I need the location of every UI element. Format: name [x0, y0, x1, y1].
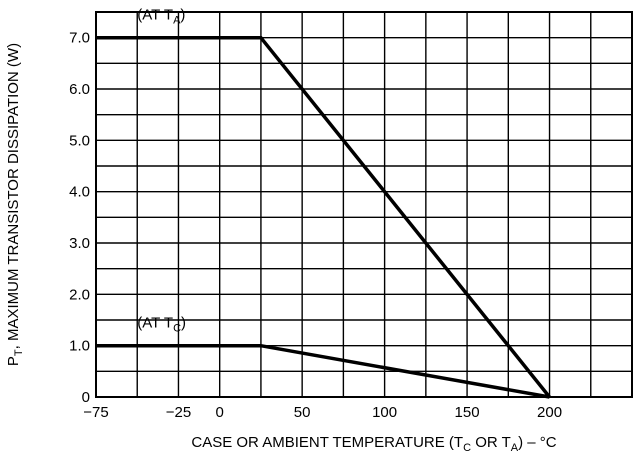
- y-tick-label: 2.0: [69, 286, 90, 303]
- annotation-text: (AT T: [137, 315, 173, 332]
- series-line-2: [96, 343, 550, 399]
- y-tick-label: 4.0: [69, 184, 90, 201]
- x-tick-label: 0: [216, 404, 224, 421]
- annotation-subscript: C: [173, 323, 181, 335]
- x-tick-label: 200: [537, 404, 562, 421]
- y-tick-label: 7.0: [69, 30, 90, 47]
- y-tick-label: 3.0: [69, 235, 90, 252]
- x-tick-label: 150: [455, 404, 480, 421]
- x-tick-label: 100: [372, 404, 397, 421]
- annotation-subscript: A: [173, 15, 181, 27]
- y-tick-label: 5.0: [69, 132, 90, 149]
- y-tick-label: 6.0: [69, 81, 90, 98]
- series-lines: [96, 35, 551, 399]
- x-label-subscript: A: [511, 442, 519, 454]
- annotation-text: (AT T: [137, 7, 173, 24]
- x-label-subscript: C: [463, 442, 471, 454]
- y-tick-label: 0: [82, 389, 90, 406]
- annotation-close: ): [180, 7, 185, 24]
- x-tick-label: −25: [166, 404, 191, 421]
- y-label-text: P: [5, 356, 22, 366]
- y-label-text: , MAXIMUM TRANSISTOR DISSIPATION (W): [5, 43, 22, 349]
- annotation-close: ): [181, 315, 186, 332]
- x-label-text: ) – °C: [518, 434, 557, 451]
- y-axis-label: PT, MAXIMUM TRANSISTOR DISSIPATION (W): [5, 43, 25, 366]
- plot-frame: [95, 11, 633, 398]
- series-annotation: (AT TA): [137, 7, 185, 27]
- series-annotation: (AT TC): [137, 315, 186, 335]
- annotations: (AT TA)(AT TC): [137, 7, 186, 335]
- tick-labels: 0 1.0 2.0 3.0 4.0 5.0 6.0 7.0 −75 −25 0 50 100 150 200: [69, 30, 562, 421]
- series-line-1: [96, 35, 551, 399]
- x-tick-label: −75: [83, 404, 108, 421]
- y-tick-label: 1.0: [69, 338, 90, 355]
- x-label-text: CASE OR AMBIENT TEMPERATURE (T: [191, 434, 463, 451]
- x-label-text: OR T: [471, 434, 511, 451]
- y-label-subscript: T: [13, 349, 25, 356]
- x-axis-label: CASE OR AMBIENT TEMPERATURE (TC OR TA) –…: [191, 434, 556, 454]
- x-tick-label: 50: [294, 404, 311, 421]
- grid-lines: [96, 12, 632, 397]
